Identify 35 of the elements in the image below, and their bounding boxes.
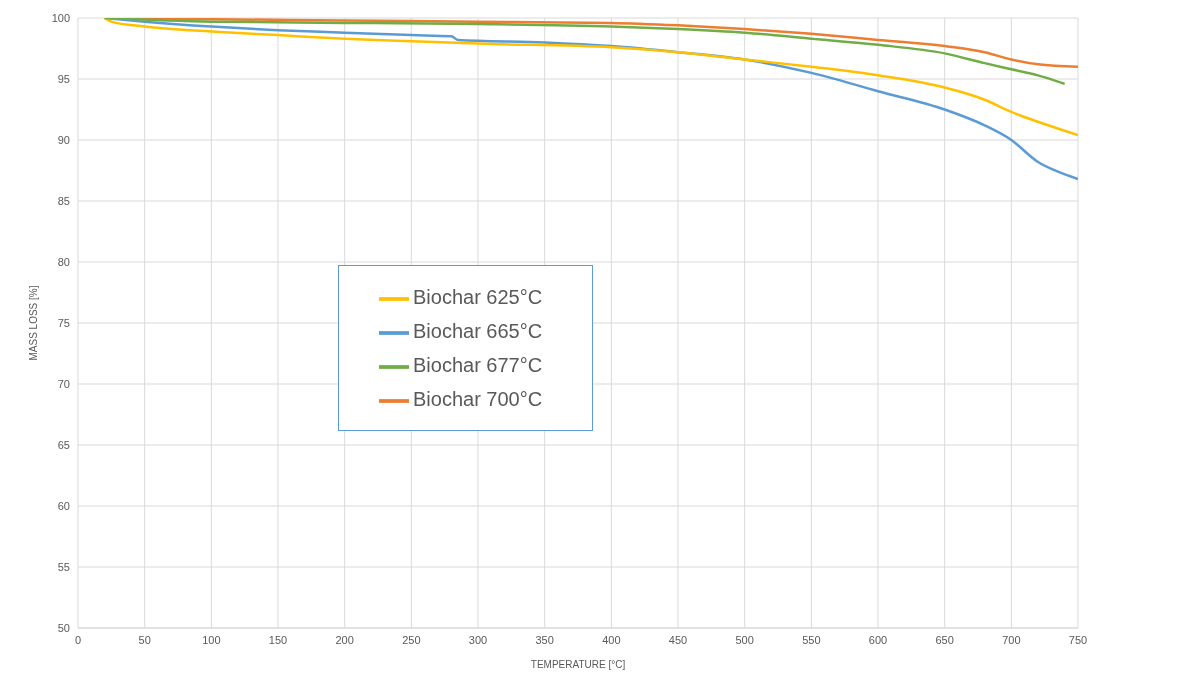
legend-label: Biochar 700°C — [413, 388, 543, 410]
y-tick-label: 95 — [57, 72, 70, 85]
x-tick-label: 600 — [868, 633, 888, 646]
x-tick-label: 300 — [468, 633, 488, 646]
y-tick-label: 55 — [57, 560, 70, 573]
legend-label: Biochar 677°C — [413, 354, 543, 376]
y-tick-label: 75 — [57, 316, 70, 329]
y-tick-label: 100 — [51, 11, 70, 24]
x-tick-label: 550 — [802, 633, 821, 646]
x-tick-label: 150 — [268, 633, 288, 646]
line-series — [103, 18, 1078, 137]
x-tick-label: 650 — [935, 633, 954, 646]
x-tick-label: 700 — [1002, 633, 1021, 646]
y-tick-label: 80 — [57, 255, 70, 268]
x-tick-label: 450 — [668, 633, 688, 646]
legend-label: Biochar 625°C — [413, 286, 543, 308]
y-axis-title: MASS LOSS [%] — [27, 285, 39, 361]
x-tick-label: 400 — [602, 633, 621, 646]
x-tick-label: 100 — [202, 633, 221, 646]
x-tick-label: 350 — [535, 633, 554, 646]
x-axis-title: TEMPERATURE [°C] — [530, 659, 626, 670]
y-tick-label: 60 — [57, 499, 70, 512]
x-tick-label: 200 — [335, 633, 354, 646]
x-tick-label: 500 — [735, 633, 754, 646]
y-tick-label: 90 — [57, 133, 70, 146]
x-tick-label: 50 — [138, 633, 151, 646]
y-tick-label: 65 — [57, 438, 70, 451]
y-tick-label: 50 — [57, 621, 70, 634]
legend-label: Biochar 665°C — [413, 320, 543, 342]
line-series — [103, 18, 1066, 86]
x-tick-label: 0 — [74, 633, 82, 646]
x-tick-label: 250 — [402, 633, 421, 646]
y-tick-label: 85 — [57, 194, 70, 207]
y-tick-label: 70 — [57, 377, 70, 390]
x-tick-label: 750 — [1068, 633, 1088, 646]
